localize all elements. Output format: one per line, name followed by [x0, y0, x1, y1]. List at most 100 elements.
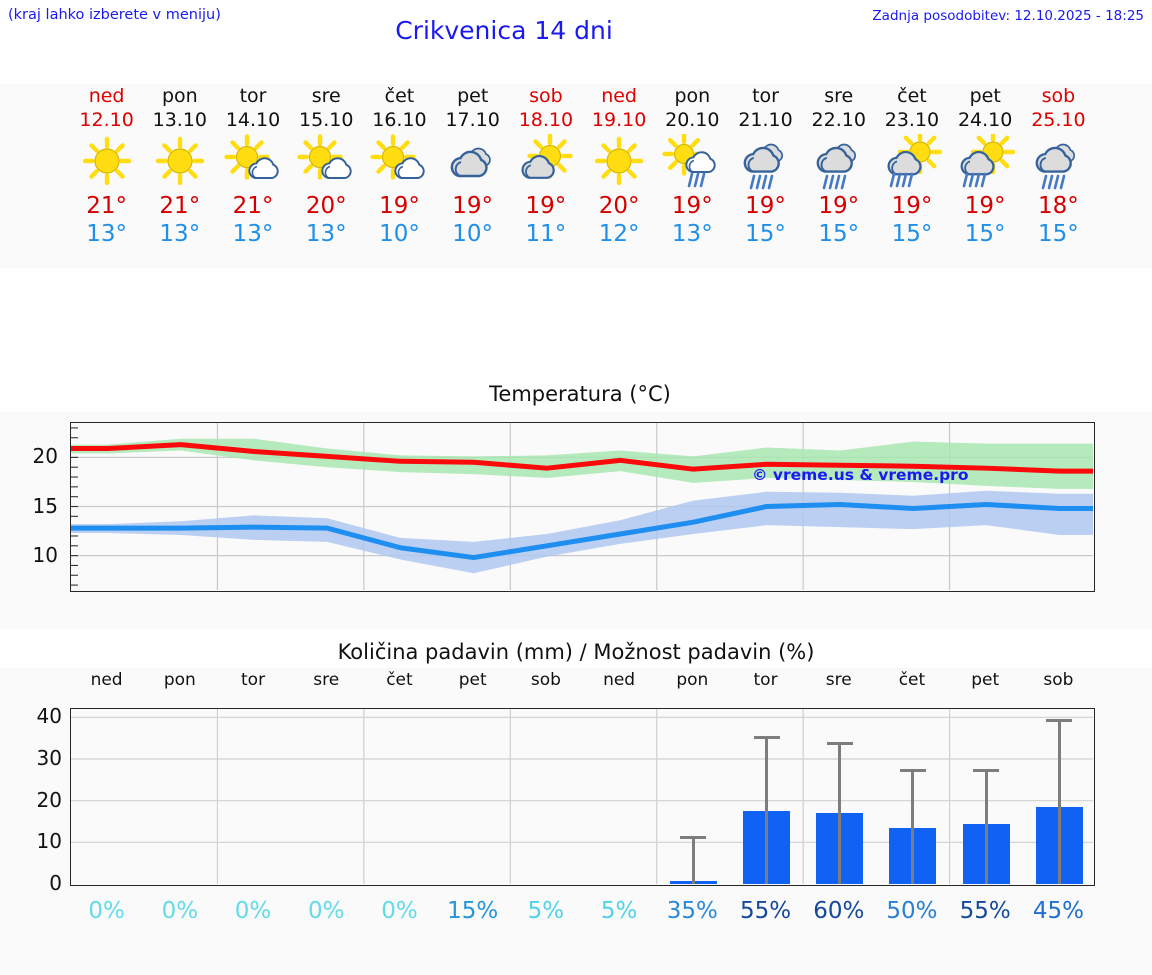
precipitation-probability-label: 0% [381, 898, 418, 924]
precipitation-error-bar [911, 769, 915, 884]
day-date-label: 21.10 [738, 109, 793, 131]
precipitation-y-tick: 10 [36, 829, 62, 854]
precipitation-error-bar [1057, 719, 1061, 884]
precipitation-probability-label: 55% [959, 898, 1011, 924]
day-column[interactable]: tor 14.10 21° 13° [214, 84, 292, 248]
last-updated-label: Zadnja posodobitev: 12.10.2025 - 18:25 [872, 8, 1144, 24]
precipitation-error-cap [826, 742, 853, 746]
day-date-label: 25.10 [1031, 109, 1086, 131]
day-of-week-label: pon [161, 85, 198, 107]
day-date-label: 23.10 [884, 109, 940, 131]
precipitation-probability-label: 0% [234, 898, 272, 924]
max-temperature-label: 19° [525, 193, 567, 219]
precipitation-plot-area [70, 708, 1095, 886]
daily-forecast-strip: ned 12.10 21° 13° pon 13.10 21° 13° tor 14.10 21°… [0, 84, 1152, 268]
temperature-y-tick: 10 [32, 542, 58, 567]
day-of-week-label: sob [1041, 85, 1076, 107]
min-temperature-label: 12° [598, 221, 640, 247]
max-temperature-label: 19° [818, 193, 860, 219]
day-column[interactable]: pet 24.10 19° 15° [946, 84, 1024, 248]
day-date-label: 17.10 [445, 109, 500, 131]
day-column[interactable]: sre 22.10 19° 15° [800, 84, 878, 248]
day-date-label: 20.10 [665, 109, 720, 131]
precipitation-day-label: pon [163, 670, 196, 690]
day-column[interactable]: ned 19.10 20° 12° [580, 84, 658, 248]
min-temperature-label: 15° [964, 221, 1006, 247]
temperature-series-svg [68, 423, 1096, 590]
day-date-label: 22.10 [811, 109, 866, 131]
day-of-week-label: ned [88, 85, 125, 107]
precipitation-error-bar [691, 836, 695, 884]
day-column[interactable]: sre 15.10 20° 13° [287, 84, 365, 248]
weather-icon-sun-cloud [214, 134, 292, 192]
min-temperature-label: 13° [305, 221, 347, 247]
min-temperature-label: 10° [379, 221, 420, 247]
weather-icon-cloud-sun-rain [873, 134, 951, 192]
day-date-label: 15.10 [299, 109, 354, 131]
temperature-plot-area [68, 422, 1096, 592]
min-temperature-label: 15° [1038, 221, 1079, 247]
precipitation-probability-label: 0% [308, 898, 345, 924]
day-of-week-label: sre [824, 85, 854, 107]
max-temperature-label: 21° [232, 193, 274, 219]
day-date-label: 16.10 [372, 109, 427, 131]
temperature-y-axis: 10 15 20 [0, 378, 70, 630]
precipitation-probability-row: 0% 0% 0% 0% 0% 15% 5% 5% 35% 55% 60% 50% 55% 45% [0, 898, 1152, 938]
min-temperature-label: 13° [159, 221, 201, 247]
max-temperature-label: 21° [159, 193, 201, 219]
precipitation-bars [71, 709, 1093, 884]
day-column[interactable]: čet 16.10 19° 10° [360, 84, 438, 248]
weather-icon-sun [68, 134, 146, 192]
day-column[interactable]: tor 21.10 19° 15° [727, 84, 805, 248]
min-temperature-label: 13° [86, 221, 127, 247]
day-date-label: 13.10 [152, 109, 208, 131]
max-temperature-label: 21° [86, 193, 127, 219]
day-column[interactable]: sob 25.10 18° 15° [1019, 84, 1097, 248]
day-column[interactable]: čet 23.10 19° 15° [873, 84, 951, 248]
precipitation-day-label: sre [825, 670, 852, 690]
day-date-label: 24.10 [957, 109, 1013, 131]
day-of-week-label: čet [384, 85, 415, 107]
day-column[interactable]: pet 17.10 19° 10° [434, 84, 512, 248]
precipitation-probability-label: 5% [527, 898, 565, 924]
precipitation-chart-section: Količina padavin (mm) / Možnost padavin … [0, 638, 1152, 975]
precipitation-probability-label: 45% [1032, 898, 1084, 924]
day-column[interactable]: sob 18.10 19° 11° [507, 84, 585, 248]
precipitation-probability-label: 5% [600, 898, 638, 924]
day-of-week-label: pet [457, 85, 489, 107]
page-title: Crikvenica 14 dni [395, 16, 613, 45]
min-temperature-label: 11° [525, 221, 567, 247]
max-temperature-label: 20° [598, 193, 640, 219]
precipitation-error-cap [899, 769, 926, 773]
precipitation-day-label: pet [971, 670, 1000, 690]
day-column[interactable]: pon 13.10 21° 13° [141, 84, 219, 248]
day-of-week-label: tor [752, 85, 779, 107]
precipitation-title-bar [0, 638, 1152, 668]
spacer-band [0, 268, 1152, 378]
precipitation-probability-label: 15% [447, 898, 499, 924]
precipitation-error-bar [838, 742, 842, 884]
day-of-week-label: ned [601, 85, 637, 107]
precipitation-error-cap [680, 836, 707, 840]
precipitation-day-label: sob [1043, 670, 1074, 690]
precipitation-day-label: čet [386, 670, 413, 690]
weather-icon-cloud-sun-rain [946, 134, 1024, 192]
temperature-y-tick: 15 [32, 493, 58, 518]
precipitation-day-label: sre [313, 670, 340, 690]
precipitation-probability-label: 0% [88, 898, 125, 924]
max-temperature-label: 19° [964, 193, 1006, 219]
precipitation-day-label: sob [530, 670, 561, 690]
min-temperature-label: 15° [745, 221, 786, 247]
day-of-week-label: sre [311, 85, 341, 107]
day-column[interactable]: pon 20.10 19° 13° [653, 84, 731, 248]
location-menu-note[interactable]: (kraj lahko izberete v meniju) [8, 7, 221, 23]
min-temperature-label: 13° [671, 221, 713, 247]
day-of-week-label: sob [529, 85, 563, 107]
min-temperature-label: 15° [891, 221, 933, 247]
max-temperature-label: 20° [305, 193, 347, 219]
weather-icon-cloud-rain [1019, 134, 1097, 192]
weather-icon-sun-cloud-rain [653, 134, 731, 192]
day-column[interactable]: ned 12.10 21° 13° [68, 84, 146, 248]
max-temperature-label: 19° [379, 193, 420, 219]
